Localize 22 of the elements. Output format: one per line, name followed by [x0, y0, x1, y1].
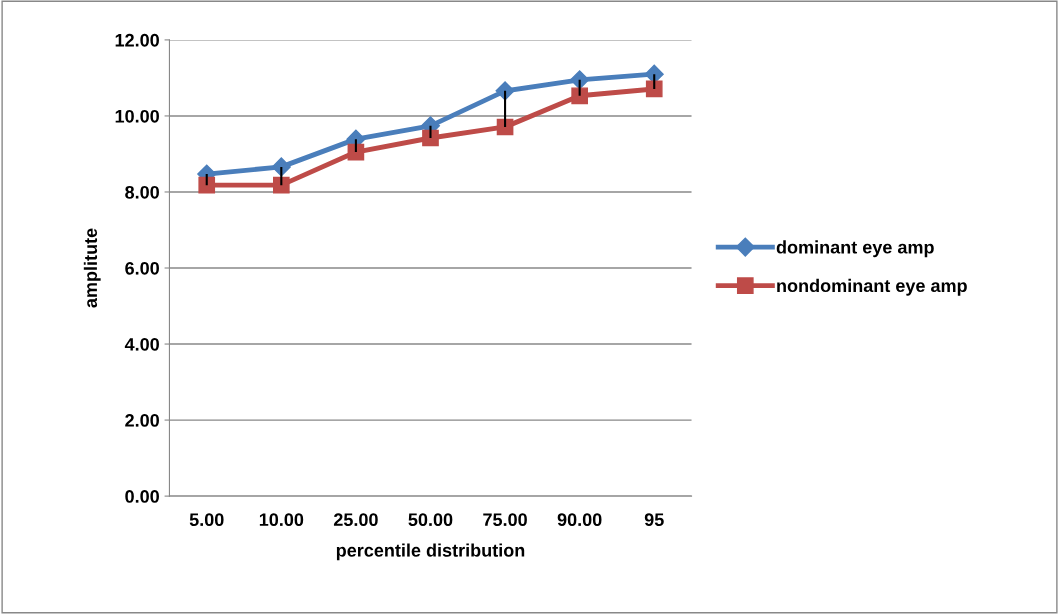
x-tick-label: 5.00: [189, 513, 224, 527]
y-tick-label: 12.00: [115, 33, 159, 47]
point: [645, 80, 663, 98]
y-tick-label: 6.00: [125, 261, 159, 275]
x-tick-label: 95: [644, 513, 664, 527]
x-tick-label: 10.00: [259, 513, 304, 527]
point: [272, 176, 290, 194]
legend-label: dominant eye amp: [776, 240, 934, 258]
point: [198, 176, 216, 194]
y-tick-label: 0.00: [125, 490, 159, 503]
point: [571, 87, 588, 105]
x-axis-title: percentile distribution: [336, 543, 525, 561]
y-axis-title: amplitute: [83, 228, 101, 308]
y-tick-label: 8.00: [125, 185, 159, 199]
x-tick-label: 50.00: [408, 513, 453, 527]
y-tick-label: 2.00: [125, 414, 159, 427]
x-tick-label: 25.00: [333, 513, 378, 527]
x-tick-label: 75.00: [483, 513, 527, 527]
y-tick-label: 10.00: [115, 109, 159, 123]
y-tick-label: 4.00: [124, 337, 159, 351]
legend-label: nondominant eye amp: [777, 278, 967, 296]
x-tick-label: 90.00: [557, 513, 602, 527]
